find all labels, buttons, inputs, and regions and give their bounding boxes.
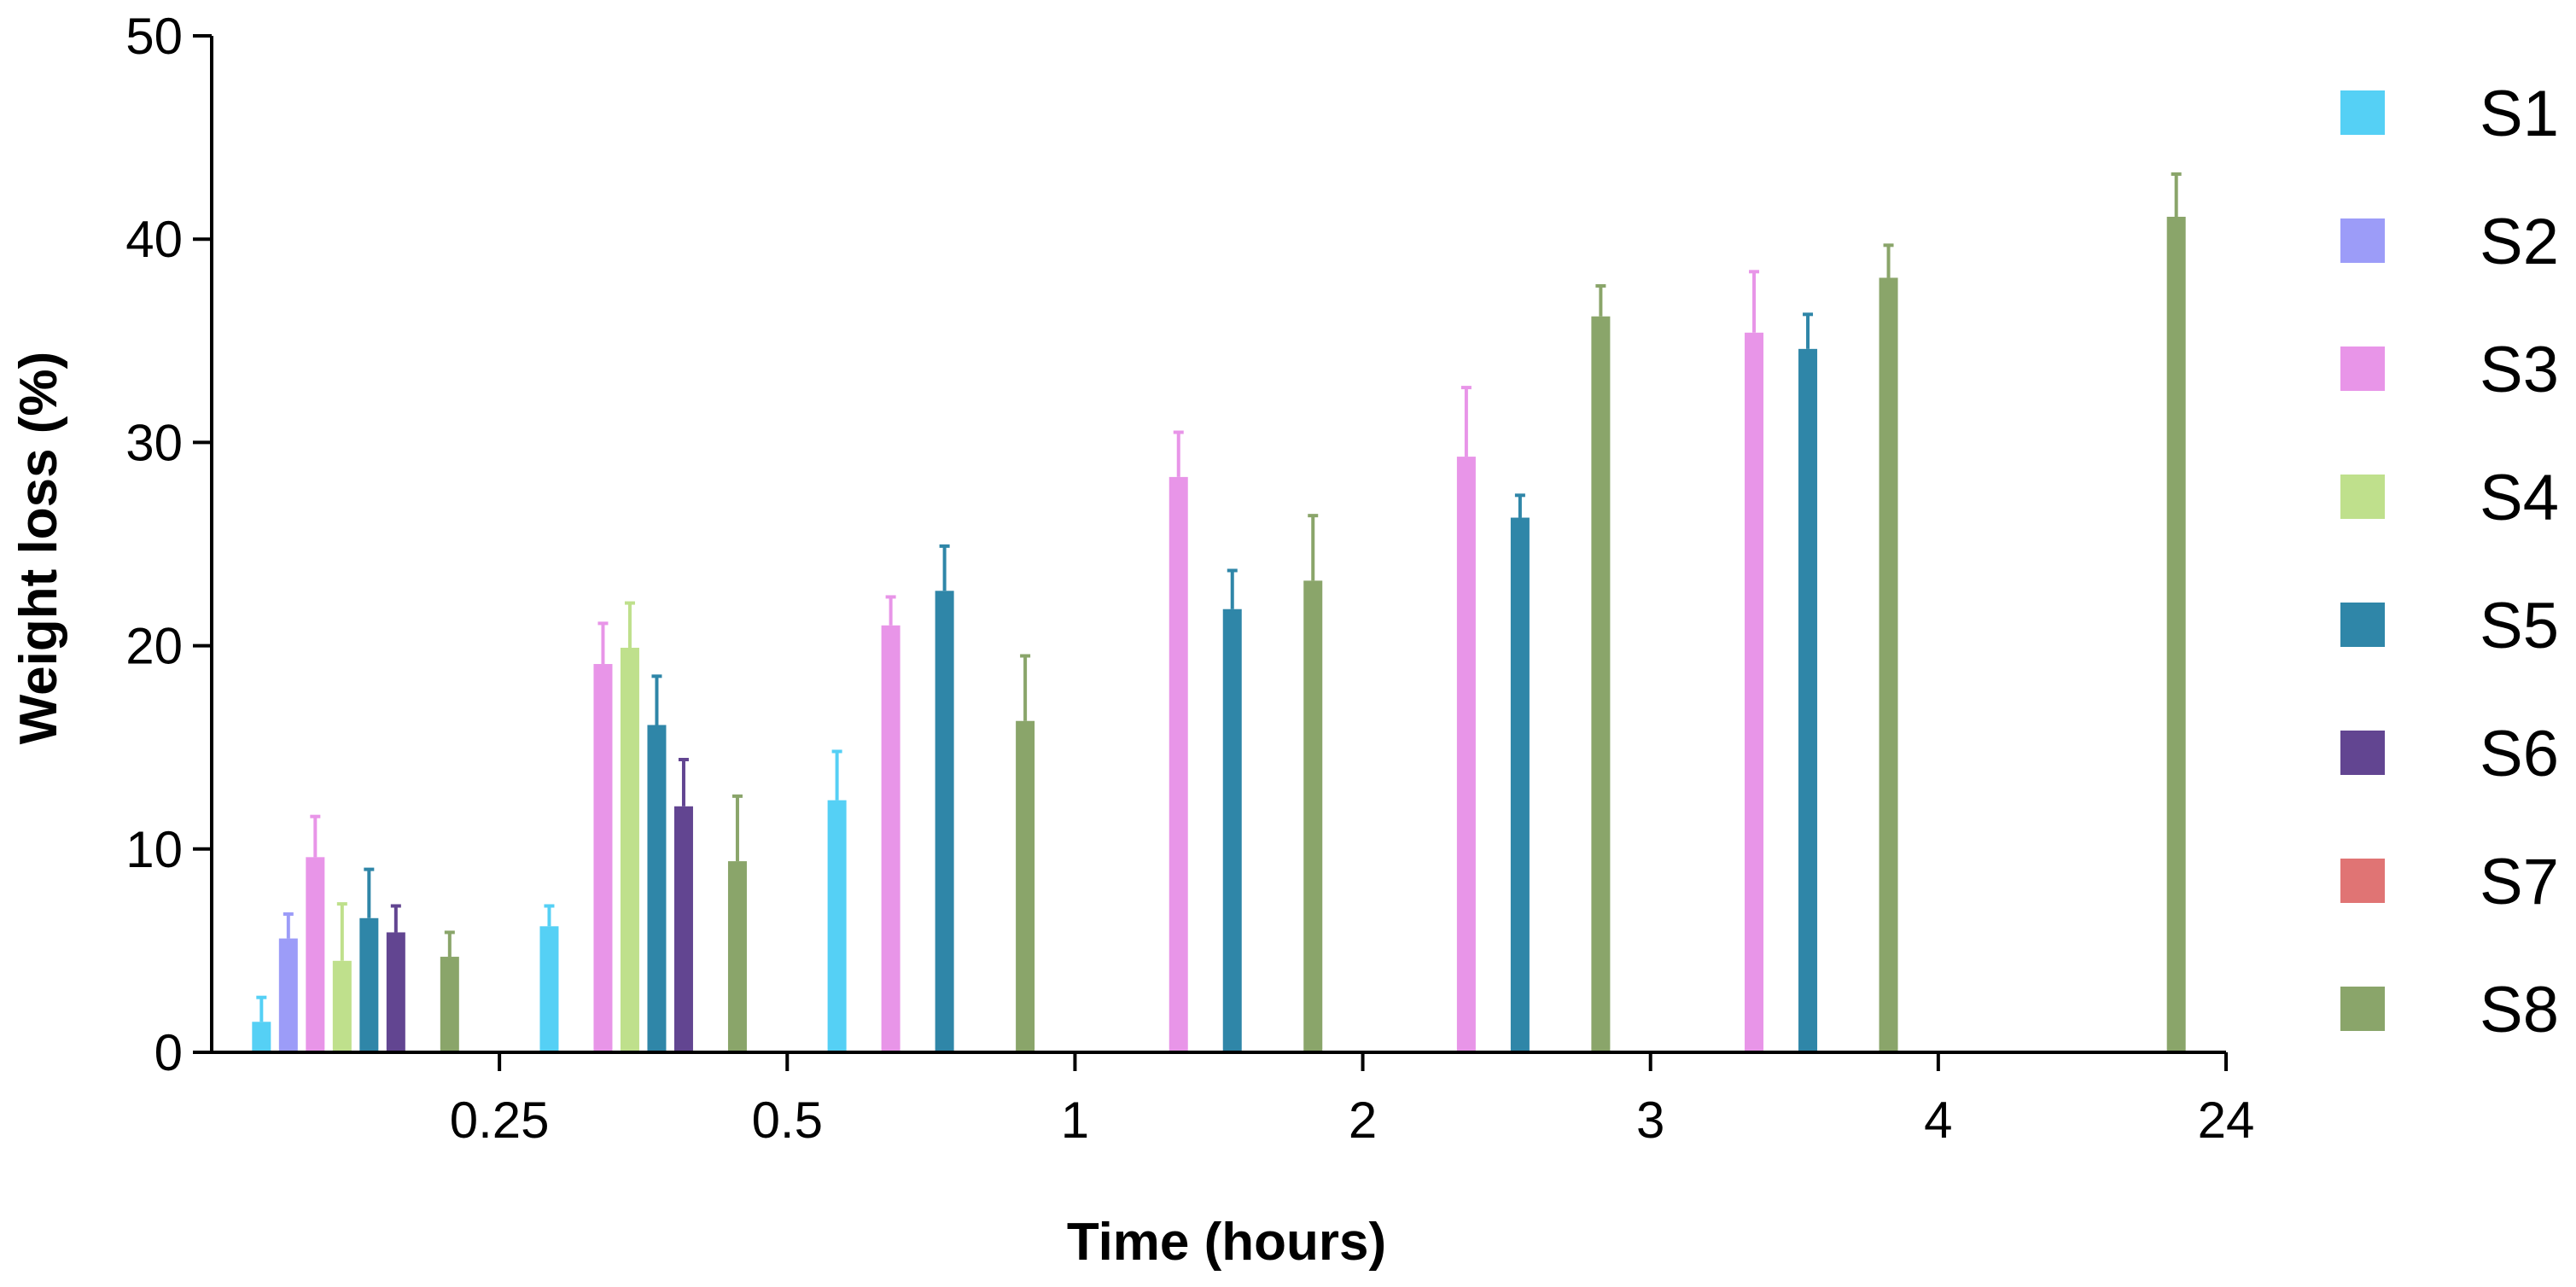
x-tick-label-0.25: 0.25 xyxy=(450,1092,550,1149)
bar-s3-4 xyxy=(1745,332,1764,1053)
legend-swatch-s8 xyxy=(2340,987,2385,1031)
y-tick-label-20: 20 xyxy=(125,618,183,675)
y-tick-label-30: 30 xyxy=(125,414,183,471)
legend-swatch-s7 xyxy=(2340,859,2385,903)
y-tick-label-0: 0 xyxy=(154,1024,183,1081)
bar-s5-0.5 xyxy=(647,725,667,1052)
bar-s4-0.25 xyxy=(332,960,352,1052)
bar-s8-0.5 xyxy=(727,861,747,1052)
x-tick-label-0.5: 0.5 xyxy=(752,1092,823,1149)
bar-s5-0.25 xyxy=(359,917,379,1052)
legend-label-s3: S3 xyxy=(2480,334,2559,406)
bar-s8-4 xyxy=(1879,277,1898,1052)
bar-s1-1 xyxy=(827,800,847,1052)
legend-label-s5: S5 xyxy=(2480,590,2559,662)
ticks-layer: 0 10 20 30 40 50 0.25 0.5 1 2 3 4 24 xyxy=(125,8,2254,1149)
legend-swatch-s3 xyxy=(2340,346,2385,391)
x-axis-title: Time (hours) xyxy=(1067,1213,1386,1272)
bar-s3-1 xyxy=(881,625,900,1052)
bar-s3-3 xyxy=(1456,457,1476,1052)
error-bars-layer xyxy=(256,172,2182,1022)
bar-s5-1 xyxy=(935,591,954,1052)
bar-s8-3 xyxy=(1591,316,1611,1052)
y-tick-label-40: 40 xyxy=(125,211,183,268)
x-tick-label-24: 24 xyxy=(2198,1092,2255,1149)
bar-s8-1 xyxy=(1016,720,1035,1052)
legend-label-s1: S1 xyxy=(2480,78,2559,150)
legend-label-s2: S2 xyxy=(2480,206,2559,278)
y-tick-label-50: 50 xyxy=(125,8,183,65)
x-tick-label-3: 3 xyxy=(1636,1092,1664,1149)
legend-label-s6: S6 xyxy=(2480,718,2559,790)
legend: S1 S2 S3 S4 S5 S6 S7 S8 xyxy=(2340,78,2559,1046)
bars-layer xyxy=(252,216,2186,1053)
bar-s5-4 xyxy=(1798,348,1818,1052)
legend-label-s8: S8 xyxy=(2480,974,2559,1046)
legend-label-s4: S4 xyxy=(2480,462,2559,534)
bar-s8-0.25 xyxy=(440,957,459,1052)
x-tick-label-4: 4 xyxy=(1924,1092,1952,1149)
legend-swatch-s4 xyxy=(2340,475,2385,519)
y-axis-title: Weight loss (%) xyxy=(9,352,68,744)
bar-s8-2 xyxy=(1303,580,1323,1052)
bar-s5-3 xyxy=(1510,517,1530,1052)
bar-s8-24 xyxy=(2166,216,2186,1053)
bar-s6-0.5 xyxy=(673,806,693,1052)
legend-swatch-s6 xyxy=(2340,731,2385,775)
legend-swatch-s1 xyxy=(2340,90,2385,135)
legend-label-s7: S7 xyxy=(2480,846,2559,918)
legend-swatch-s2 xyxy=(2340,218,2385,263)
bar-s3-2 xyxy=(1169,476,1188,1052)
bar-s2-0.25 xyxy=(278,938,298,1052)
bar-s1-0.5 xyxy=(539,926,559,1052)
axes-layer xyxy=(193,36,2226,1054)
bar-s6-0.25 xyxy=(386,932,405,1052)
bar-s5-2 xyxy=(1222,609,1242,1052)
bar-s4-0.5 xyxy=(620,647,639,1052)
bar-s3-0.25 xyxy=(306,857,325,1052)
x-tick-label-1: 1 xyxy=(1061,1092,1089,1149)
x-tick-label-2: 2 xyxy=(1349,1092,1377,1149)
bar-s1-0.25 xyxy=(252,1022,271,1052)
legend-swatch-s5 xyxy=(2340,603,2385,647)
y-tick-label-10: 10 xyxy=(125,821,183,878)
bar-s3-0.5 xyxy=(593,664,613,1052)
